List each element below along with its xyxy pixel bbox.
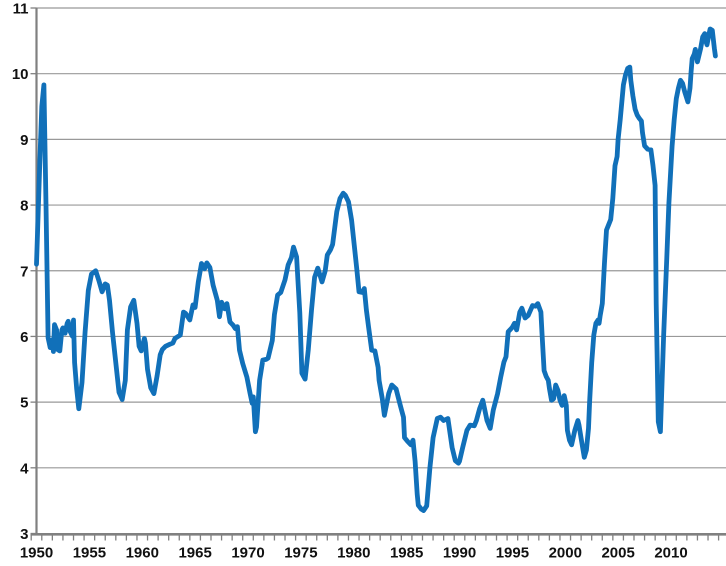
y-tick-label: 6	[20, 329, 28, 346]
x-tick-label: 1970	[231, 545, 264, 562]
y-tick-label: 10	[12, 66, 29, 83]
x-tick-label: 2000	[549, 545, 582, 562]
y-tick-label: 11	[13, 1, 29, 18]
x-tick-label: 2010	[654, 545, 687, 562]
y-tick-label: 7	[20, 263, 28, 280]
x-tick-label: 1950	[20, 545, 53, 562]
x-tick-label: 1985	[390, 545, 423, 562]
x-tick-label: 1995	[496, 545, 529, 562]
y-tick-label: 5	[20, 395, 28, 412]
x-tick-label: 1960	[126, 545, 159, 562]
data-line	[34, 26, 718, 513]
x-tick-label: 1965	[178, 545, 211, 562]
x-tick-label: 1955	[73, 545, 106, 562]
y-tick-label: 9	[20, 132, 28, 149]
y-tick-label: 4	[20, 460, 29, 477]
y-tick-label: 3	[20, 526, 28, 543]
x-tick-label: 1980	[337, 545, 370, 562]
y-tick-label: 8	[20, 198, 28, 215]
x-tick-label: 2005	[601, 545, 634, 562]
x-tick-label: 1990	[443, 545, 476, 562]
x-tick-label: 1975	[284, 545, 317, 562]
